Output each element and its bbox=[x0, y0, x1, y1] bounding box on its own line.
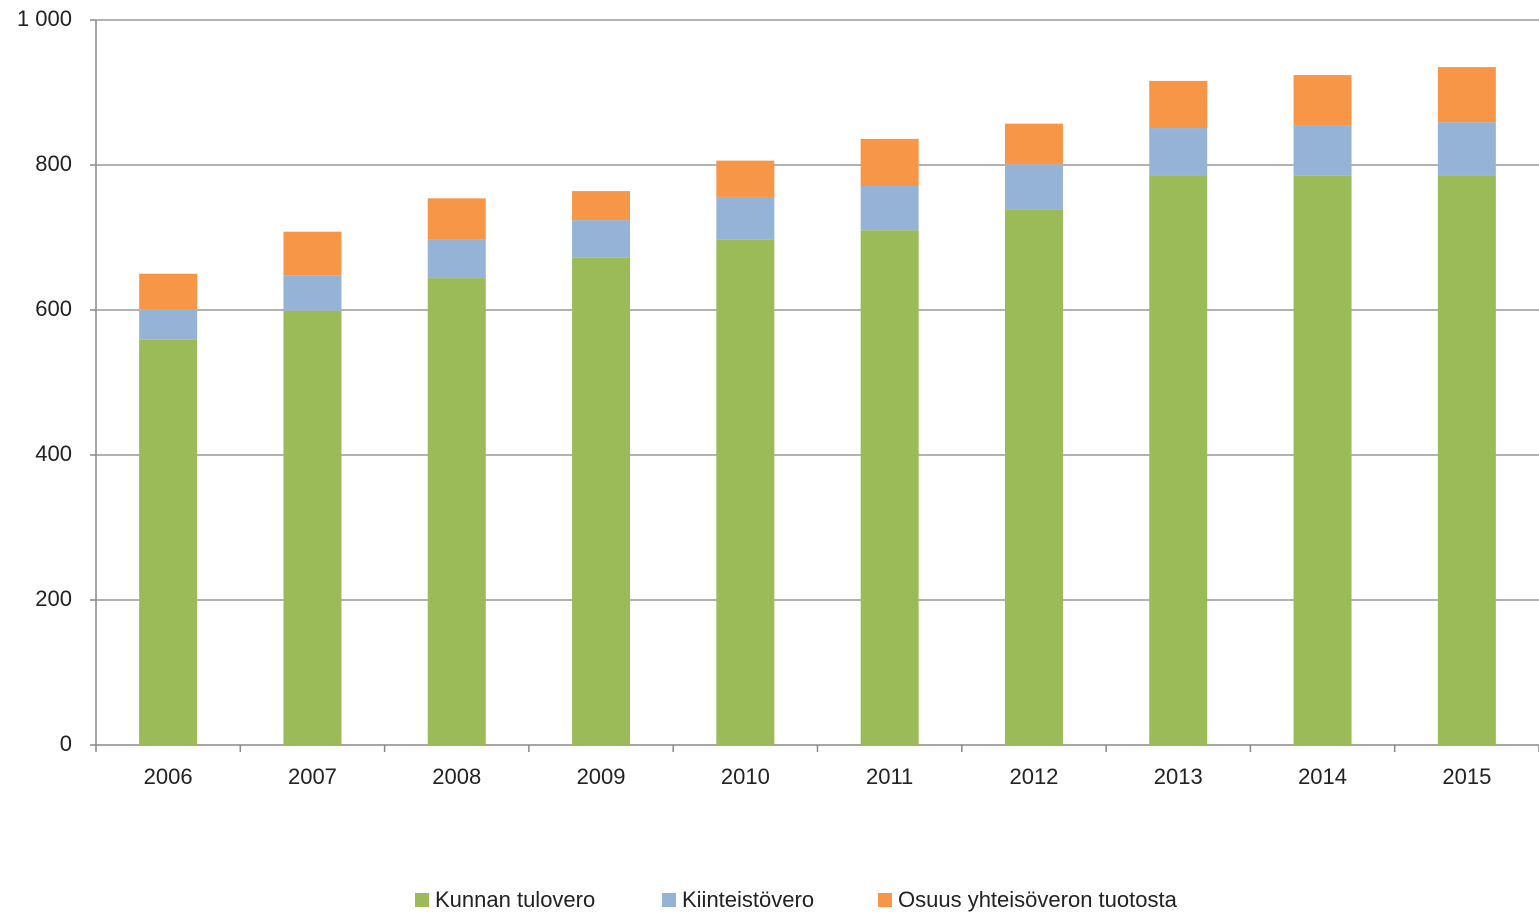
x-tick-label: 2008 bbox=[432, 764, 481, 789]
legend-label: Kunnan tulovero bbox=[435, 887, 595, 912]
bar-segment bbox=[283, 231, 342, 276]
bar-segment bbox=[283, 275, 342, 311]
x-tick-label: 2009 bbox=[577, 764, 626, 789]
bar-segment bbox=[1293, 75, 1352, 126]
bar-segment bbox=[139, 309, 198, 340]
bar-segment bbox=[860, 186, 919, 231]
x-tick-label: 2011 bbox=[866, 764, 913, 789]
bar-segment bbox=[1437, 122, 1496, 176]
bar-segment bbox=[1004, 164, 1063, 210]
bar-segment bbox=[716, 196, 775, 240]
bar-segment bbox=[427, 239, 486, 279]
y-tick-label: 800 bbox=[35, 151, 72, 176]
bar-segment bbox=[716, 160, 775, 197]
x-tick-label: 2015 bbox=[1442, 764, 1491, 789]
bar-segment bbox=[716, 239, 775, 746]
bar-segment bbox=[427, 198, 486, 240]
bar-segment bbox=[139, 273, 198, 310]
legend-label: Osuus yhteisöveron tuotosta bbox=[898, 887, 1178, 912]
x-tick-label: 2006 bbox=[144, 764, 193, 789]
y-tick-label: 400 bbox=[35, 441, 72, 466]
bar-segment bbox=[860, 138, 919, 187]
bar-segment bbox=[1149, 80, 1208, 129]
bar-segment bbox=[572, 220, 631, 258]
y-tick-label: 600 bbox=[35, 296, 72, 321]
bar-segment bbox=[572, 257, 631, 745]
x-tick-label: 2012 bbox=[1009, 764, 1058, 789]
legend-label: Kiinteistövero bbox=[682, 887, 814, 912]
bar-segment bbox=[283, 310, 342, 745]
legend-swatch bbox=[662, 893, 676, 907]
x-tick-label: 2014 bbox=[1298, 764, 1347, 789]
bar-segment bbox=[1004, 123, 1063, 165]
y-tick-label: 1 000 bbox=[17, 6, 72, 31]
y-tick-label: 200 bbox=[35, 586, 72, 611]
bar-segment bbox=[139, 339, 198, 745]
bar-segment bbox=[1437, 67, 1496, 123]
legend-swatch bbox=[415, 893, 429, 907]
legend-swatch bbox=[878, 893, 892, 907]
x-tick-label: 2007 bbox=[288, 764, 337, 789]
bar-segment bbox=[860, 230, 919, 745]
x-tick-label: 2010 bbox=[721, 764, 770, 789]
bar-segment bbox=[1149, 175, 1208, 745]
bar-segment bbox=[572, 191, 631, 221]
bar-segment bbox=[1293, 125, 1352, 176]
bar-segment bbox=[1004, 209, 1063, 746]
y-tick-label: 0 bbox=[60, 731, 72, 756]
bar-segment bbox=[1437, 175, 1496, 745]
bar-segment bbox=[1293, 175, 1352, 745]
bar-segment bbox=[1149, 128, 1208, 176]
x-tick-label: 2013 bbox=[1154, 764, 1203, 789]
bar-segment bbox=[427, 278, 486, 745]
